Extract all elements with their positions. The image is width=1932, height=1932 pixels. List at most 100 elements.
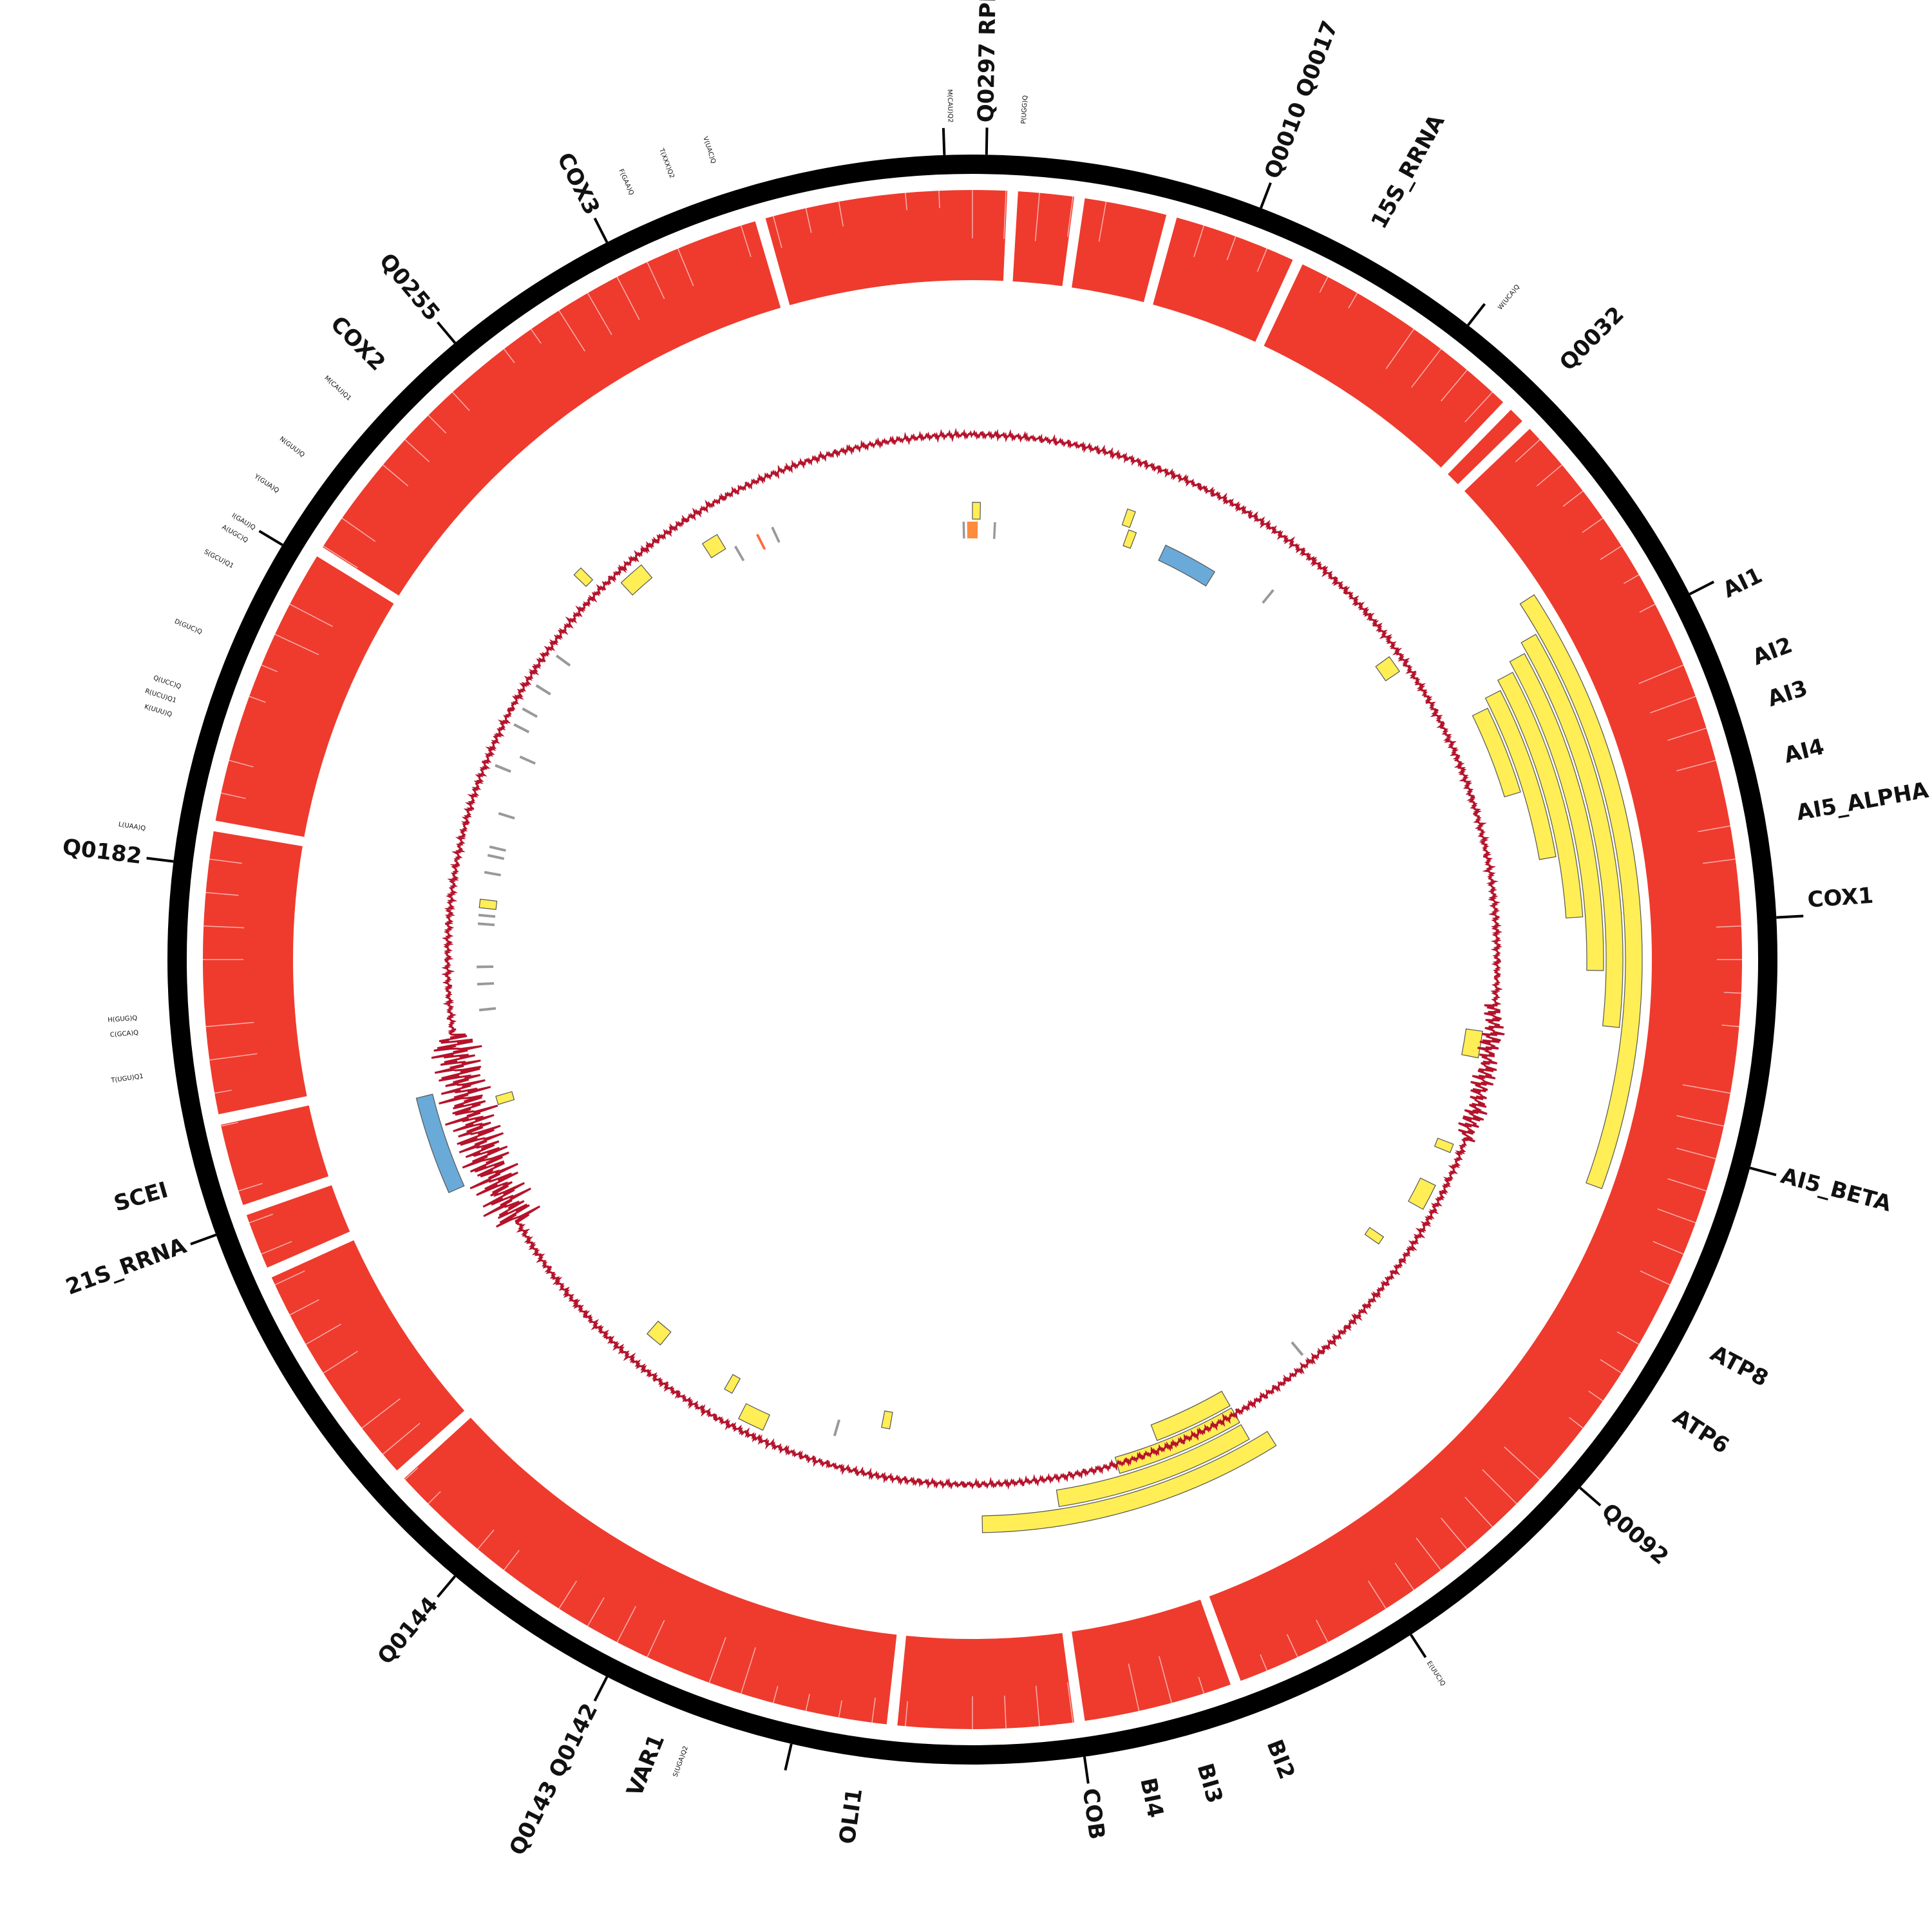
- coverage-dropout: [1640, 1270, 1671, 1285]
- coverage-dropout: [938, 191, 940, 209]
- coverage-dropout: [647, 1620, 665, 1658]
- trna-feature: [477, 965, 494, 969]
- gene-label: COX2: [325, 311, 390, 376]
- tick-mark: [1410, 1634, 1427, 1658]
- coverage-dropout: [1698, 825, 1730, 833]
- gene-feature: [1122, 529, 1137, 549]
- coverage-dropout: [1464, 1497, 1493, 1528]
- coverage-segment: [1072, 1599, 1231, 1721]
- trna-feature: [477, 922, 495, 927]
- trna-feature: [489, 845, 506, 852]
- coverage-dropout: [805, 208, 812, 233]
- trna-label: H(GUG)Q: [108, 1015, 138, 1024]
- tick-mark: [190, 1233, 217, 1245]
- coverage-dropout: [1716, 925, 1741, 928]
- coverage-dropout: [772, 216, 782, 249]
- genome-backbone-ring: [167, 155, 1777, 1765]
- coverage-dropout: [1536, 464, 1562, 487]
- coverage-dropout: [1569, 1417, 1584, 1429]
- coverage-dropout: [1676, 1115, 1724, 1127]
- coverage-dropout: [1416, 1537, 1442, 1571]
- gene-feature: [495, 1091, 515, 1105]
- coverage-dropout: [238, 1182, 263, 1192]
- coverage-dropout: [1003, 191, 1007, 240]
- coverage-dropout: [1034, 193, 1040, 242]
- rrna-feature: [1158, 544, 1216, 587]
- coverage-dropout: [1368, 1580, 1387, 1609]
- gene-label: COB: [1077, 1786, 1110, 1841]
- gene-label: 21S_RRNA: [62, 1233, 190, 1300]
- coverage-dropout: [647, 261, 665, 299]
- trna-label: I(GAU)Q: [231, 512, 257, 531]
- coverage-dropout: [274, 634, 319, 656]
- coverage-dropout: [772, 1686, 779, 1703]
- coverage-dropout: [214, 825, 247, 833]
- coverage-dropout: [587, 292, 612, 336]
- gc-skew-track: [431, 428, 1505, 1490]
- coverage-dropout: [1162, 216, 1173, 249]
- coverage-dropout: [677, 248, 694, 287]
- coverage-segment: [897, 1633, 1075, 1729]
- coverage-dropout: [1411, 348, 1442, 388]
- coverage-dropout: [209, 858, 242, 864]
- coverage-dropout: [1316, 1620, 1329, 1643]
- trna-label: E(UUC)Q: [1425, 1660, 1446, 1688]
- gene-feature: [701, 534, 726, 558]
- coverage-dropout: [404, 439, 430, 462]
- coverage-dropout: [1657, 1208, 1696, 1224]
- coverage-segment: [215, 556, 394, 837]
- coverage-dropout: [1624, 574, 1640, 584]
- origin-feature: [967, 521, 978, 539]
- gene-label: AI5_BETA: [1778, 1163, 1895, 1217]
- gene-label: COX3: [552, 149, 605, 220]
- coverage-dropout: [1588, 1390, 1604, 1402]
- coverage-dropout: [383, 1423, 421, 1455]
- coverage-dropout: [1515, 439, 1540, 462]
- coverage-dropout: [1723, 992, 1741, 994]
- gene-label: OLI1: [835, 1786, 868, 1846]
- trna-label: S(GCU)Q1: [203, 549, 235, 570]
- coverage-dropout: [1319, 276, 1329, 293]
- gene-label: COX1: [1806, 883, 1874, 913]
- trna-label: W(UCA)Q: [1497, 283, 1521, 311]
- coverage-segment: [1012, 191, 1075, 287]
- gene-feature: [724, 1374, 741, 1394]
- trna-label: P(UGG)Q: [1020, 95, 1029, 124]
- coverage-dropout: [249, 1213, 273, 1224]
- coverage-dropout: [209, 1053, 258, 1061]
- gene-feature: [981, 1430, 1277, 1533]
- coverage-dropout: [361, 1398, 401, 1429]
- coverage-dropout: [905, 193, 907, 211]
- gene-feature: [972, 502, 981, 520]
- gene-label: Q0182: [61, 834, 144, 869]
- gene-label: ATP8: [1706, 1340, 1772, 1392]
- gene-label: AI3: [1765, 675, 1811, 712]
- coverage-dropout: [305, 1323, 342, 1345]
- gene-feature: [1364, 1227, 1385, 1245]
- coverage-dropout: [1682, 1084, 1730, 1094]
- coverage-dropout: [341, 517, 376, 542]
- coverage-dropout: [1582, 517, 1604, 533]
- gene-label: BI3: [1192, 1761, 1228, 1806]
- trna-feature: [771, 526, 781, 543]
- coverage-dropout: [289, 603, 333, 627]
- gene-feature: [1520, 634, 1624, 1028]
- gene-feature: [478, 898, 498, 910]
- gene-label: 15S_RRNA: [1366, 110, 1450, 233]
- trna-feature: [519, 755, 536, 765]
- coverage-dropout: [1721, 1025, 1739, 1027]
- feature-track: [415, 502, 1643, 1533]
- coverage-segment: [246, 1185, 350, 1268]
- coverage-dropout: [452, 392, 470, 412]
- trna-feature: [833, 1419, 840, 1437]
- gene-label: Q0255: [374, 249, 445, 326]
- coverage-dropout: [616, 276, 640, 320]
- coverage-dropout: [289, 1299, 319, 1316]
- trna-feature: [484, 871, 501, 876]
- trna-feature: [1291, 1341, 1304, 1356]
- coverage-dropout: [871, 1698, 876, 1723]
- trna-feature: [513, 723, 530, 734]
- coverage-dropout: [1600, 1359, 1622, 1374]
- gene-feature: [1461, 1028, 1483, 1059]
